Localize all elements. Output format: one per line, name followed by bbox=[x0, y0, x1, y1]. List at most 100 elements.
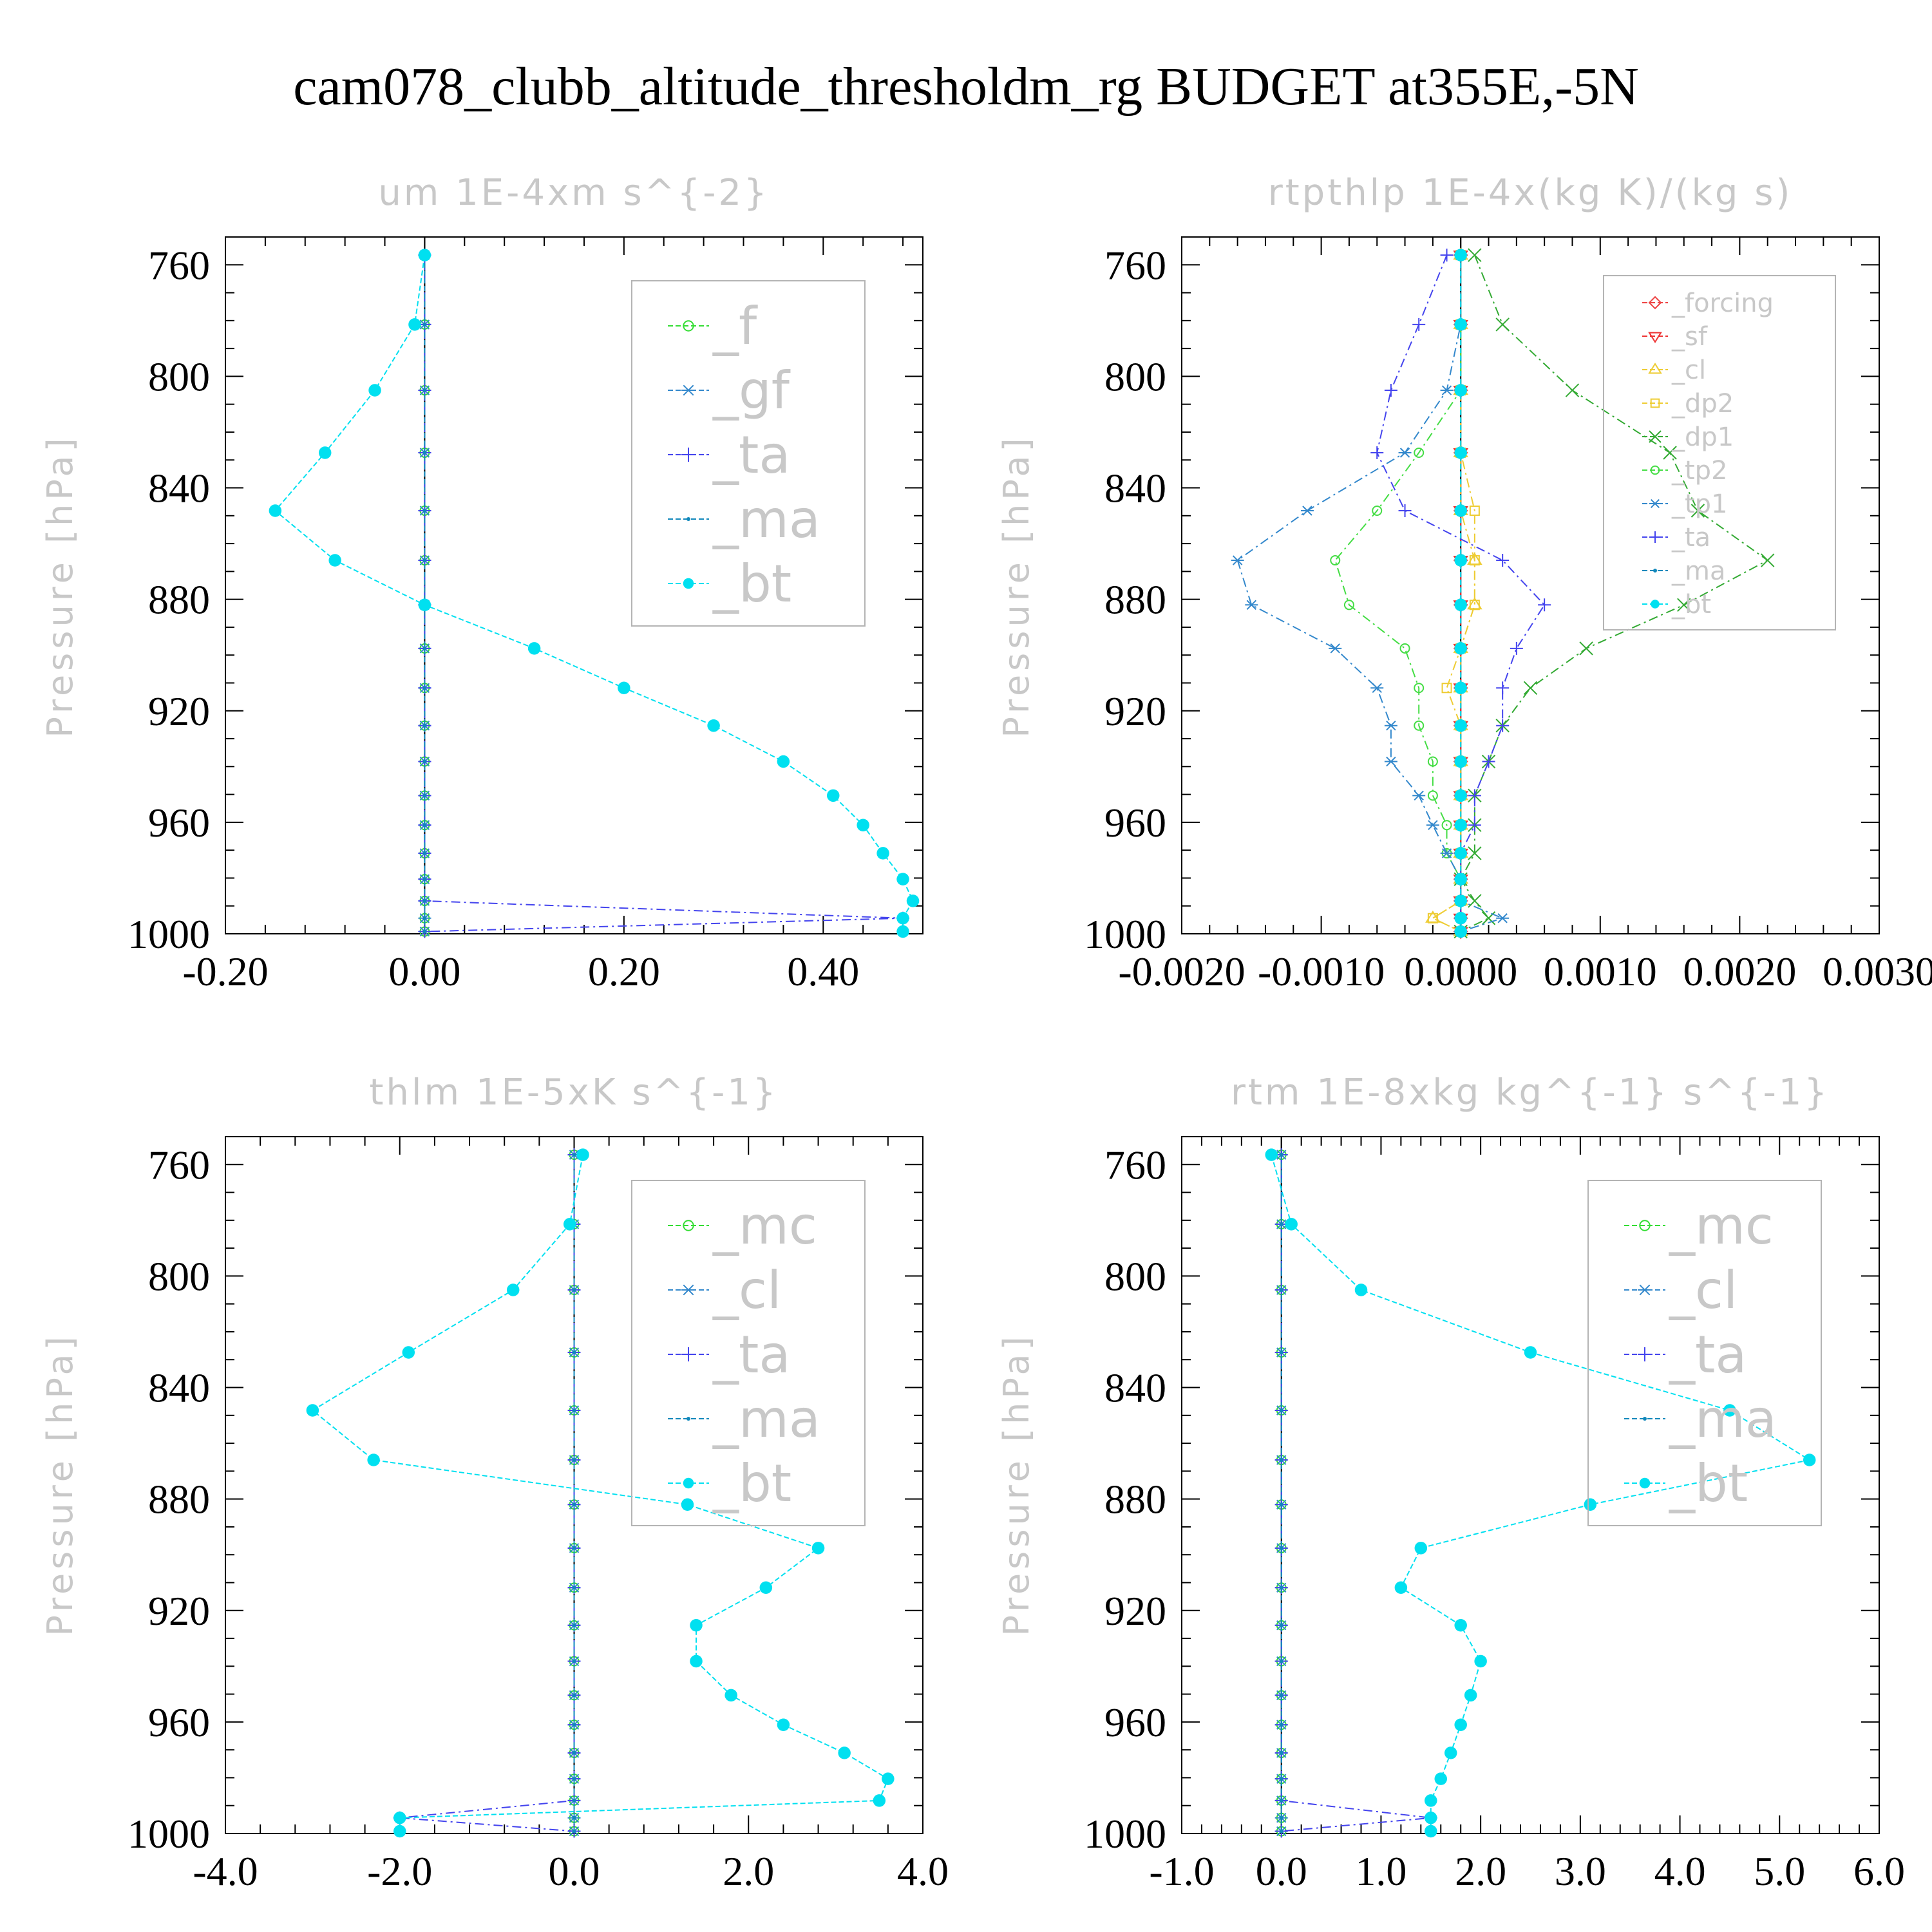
data-point bbox=[527, 642, 541, 655]
legend-marker bbox=[1650, 465, 1660, 475]
data-point bbox=[1474, 1654, 1487, 1668]
data-point bbox=[1279, 1623, 1283, 1627]
y-tick-label: 880 bbox=[1104, 577, 1166, 623]
data-point bbox=[896, 912, 909, 925]
data-point bbox=[422, 558, 427, 563]
data-point bbox=[1454, 912, 1467, 925]
legend-label: _cl bbox=[1669, 1260, 1738, 1320]
data-point bbox=[1399, 643, 1410, 654]
legend-label: _ma bbox=[712, 1389, 820, 1449]
legend-marker bbox=[683, 1477, 694, 1489]
x-tick-label: 0.0 bbox=[549, 1848, 600, 1894]
data-point bbox=[1414, 1542, 1428, 1555]
y-axis-label: Pressure [hPa] bbox=[40, 434, 80, 737]
data-point bbox=[1496, 554, 1510, 567]
data-point bbox=[422, 898, 427, 903]
data-point bbox=[422, 877, 427, 882]
data-point bbox=[873, 1794, 886, 1807]
data-point bbox=[690, 1618, 703, 1632]
data-point bbox=[572, 1546, 576, 1550]
y-tick-label: 880 bbox=[148, 577, 210, 623]
legend-label: _bt bbox=[1669, 1454, 1748, 1513]
x-tick-label: -2.0 bbox=[367, 1848, 432, 1894]
series-ta bbox=[393, 1148, 581, 1838]
data-point bbox=[1454, 249, 1467, 261]
data-point bbox=[422, 759, 427, 764]
data-point bbox=[1454, 755, 1467, 768]
data-point bbox=[422, 450, 427, 455]
data-point bbox=[1496, 913, 1510, 923]
x-tick-label: 0.0010 bbox=[1544, 949, 1657, 994]
series-line bbox=[311, 1154, 889, 1832]
data-point bbox=[1469, 555, 1480, 566]
series-ma bbox=[1279, 1153, 1283, 1833]
series-bt bbox=[1454, 249, 1467, 938]
data-point bbox=[1444, 1747, 1457, 1759]
legend-marker bbox=[681, 1347, 696, 1361]
data-point bbox=[1398, 448, 1412, 458]
legend-label: _bt bbox=[712, 554, 791, 614]
data-point bbox=[1384, 720, 1397, 731]
data-point bbox=[838, 1747, 851, 1759]
data-point bbox=[1496, 719, 1510, 732]
data-point bbox=[1663, 446, 1677, 460]
data-point bbox=[1279, 1408, 1283, 1413]
y-tick-label: 880 bbox=[148, 1477, 210, 1522]
data-point bbox=[572, 1458, 576, 1463]
series-dp1 bbox=[1454, 248, 1775, 939]
data-point bbox=[1372, 506, 1383, 516]
data-point bbox=[1279, 1546, 1283, 1550]
data-point bbox=[896, 873, 909, 886]
data-point bbox=[1454, 554, 1467, 567]
data-point bbox=[306, 1404, 319, 1417]
data-point bbox=[1412, 317, 1426, 331]
legend-marker bbox=[683, 320, 694, 332]
data-point bbox=[1469, 600, 1480, 611]
chart-panel-1: um 1E-4xm s^{-2} Pressure [hPa] 760 800 840 8… bbox=[40, 172, 923, 994]
data-point bbox=[422, 686, 427, 690]
data-point bbox=[1279, 1693, 1283, 1698]
legend-marker bbox=[1649, 498, 1661, 509]
data-point bbox=[1454, 719, 1467, 732]
figure-title: cam078_clubb_altitude_thresholdm_rg BUDG… bbox=[293, 57, 1639, 117]
data-point bbox=[1454, 642, 1467, 655]
panels: um 1E-4xm s^{-2} Pressure [hPa] 760 800 840 8… bbox=[40, 172, 1932, 1894]
data-point bbox=[1523, 681, 1538, 695]
legend-box bbox=[1587, 1180, 1822, 1526]
series-line bbox=[424, 255, 904, 933]
series-line bbox=[1280, 1155, 1431, 1832]
data-point bbox=[1454, 681, 1467, 695]
data-point bbox=[422, 851, 427, 855]
legend-marker bbox=[1648, 296, 1662, 310]
y-tick-label: 760 bbox=[1104, 242, 1166, 288]
legend-label: _tp2 bbox=[1671, 456, 1728, 486]
x-tick-label: 1.0 bbox=[1355, 1848, 1406, 1894]
x-tick-label: -4.0 bbox=[193, 1848, 258, 1894]
data-point bbox=[572, 1408, 576, 1413]
series-ta bbox=[1274, 1148, 1437, 1838]
legend-label: _gf bbox=[712, 361, 791, 421]
data-point bbox=[1279, 1829, 1283, 1833]
y-tick-label: 800 bbox=[148, 354, 210, 399]
series-tp1 bbox=[1231, 250, 1510, 937]
data-point bbox=[572, 1750, 576, 1755]
data-point bbox=[368, 384, 381, 397]
data-point bbox=[572, 1815, 576, 1820]
data-point bbox=[1279, 1350, 1283, 1354]
data-point bbox=[1440, 249, 1454, 262]
data-point bbox=[393, 1812, 406, 1824]
data-point bbox=[563, 1218, 576, 1231]
data-point bbox=[1584, 1498, 1597, 1511]
x-tick-label: -0.0010 bbox=[1258, 949, 1385, 994]
data-point bbox=[576, 1148, 589, 1161]
legend: _mc_cl_ta_ma_bt bbox=[631, 1180, 866, 1526]
legend-label: _ma bbox=[712, 489, 820, 549]
data-point bbox=[422, 509, 427, 513]
x-tick-label: 0.0000 bbox=[1404, 949, 1517, 994]
data-point bbox=[882, 1772, 895, 1785]
data-point bbox=[422, 823, 427, 828]
legend-marker bbox=[1638, 1284, 1652, 1296]
data-point bbox=[572, 1693, 576, 1698]
data-point bbox=[1279, 1458, 1283, 1463]
